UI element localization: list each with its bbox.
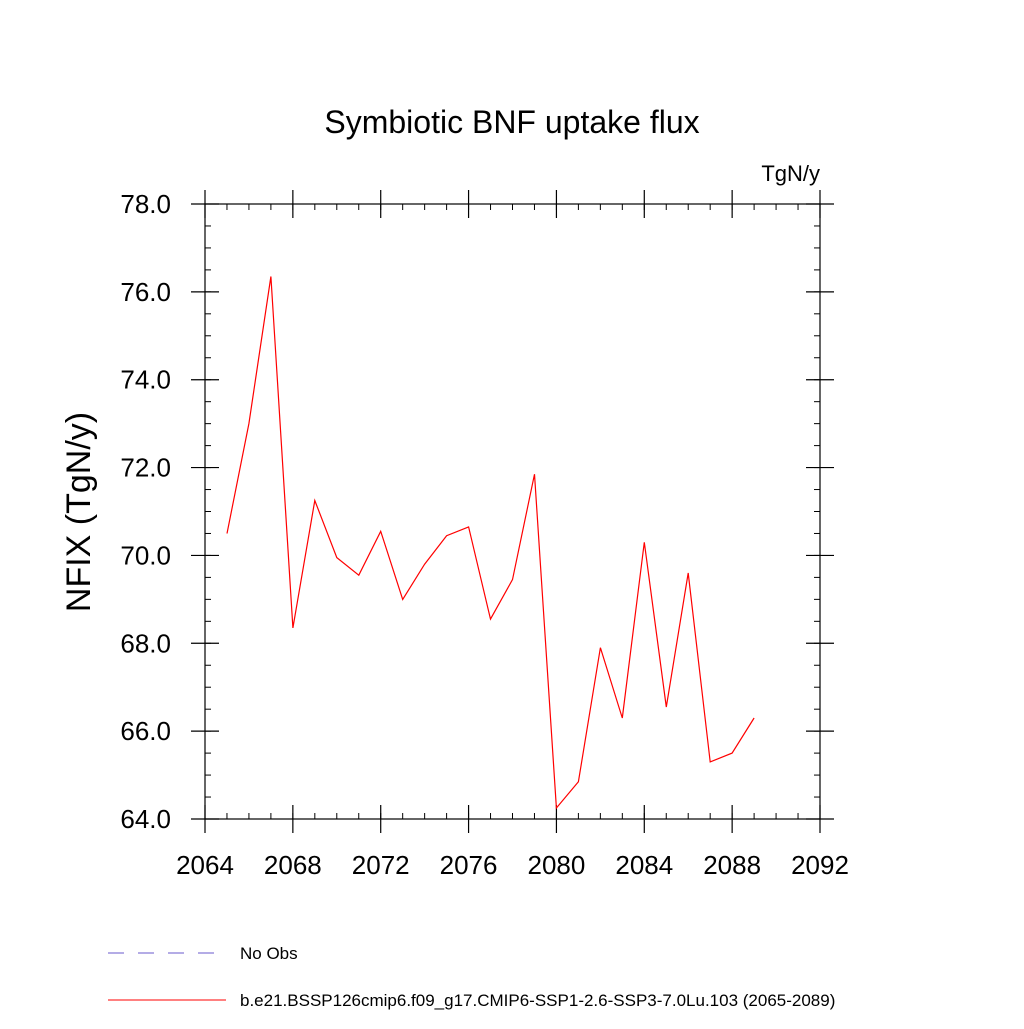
y-tick-label: 76.0 — [120, 277, 171, 307]
y-tick-label: 68.0 — [120, 628, 171, 658]
axes: 2064 2068 2072 2076 2080 2084 2088 2092 64.0 66.0… — [120, 189, 849, 880]
y-tick-label: 78.0 — [120, 189, 171, 219]
x-tick-label: 2068 — [264, 850, 322, 880]
y-tick-label: 70.0 — [120, 540, 171, 570]
x-tick-label: 2088 — [703, 850, 761, 880]
chart-title: Symbiotic BNF uptake flux — [324, 104, 699, 140]
units-label: TgN/y — [761, 161, 820, 186]
x-tick-label: 2076 — [440, 850, 498, 880]
x-tick-label: 2064 — [176, 850, 234, 880]
series-group — [226, 276, 755, 810]
y-tick-label: 74.0 — [120, 365, 171, 395]
legend-label: b.e21.BSSP126cmip6.f09_g17.CMIP6-SSP1-2.… — [240, 991, 835, 1010]
x-tick-label: 2080 — [528, 850, 586, 880]
x-tick-label: 2072 — [352, 850, 410, 880]
plot-frame — [204, 203, 821, 820]
x-tick-label: 2084 — [615, 850, 673, 880]
y-tick-label: 64.0 — [120, 804, 171, 834]
y-tick-label: 66.0 — [120, 716, 171, 746]
legend-label: No Obs — [240, 944, 298, 963]
y-axis-label: NFIX (TgN/y) — [60, 412, 98, 612]
x-tick-label: 2092 — [791, 850, 849, 880]
y-tick-label: 72.0 — [120, 453, 171, 483]
series-line — [226, 276, 755, 810]
legend: No Obs b.e21.BSSP126cmip6.f09_g17.CMIP6-S… — [108, 944, 835, 1010]
